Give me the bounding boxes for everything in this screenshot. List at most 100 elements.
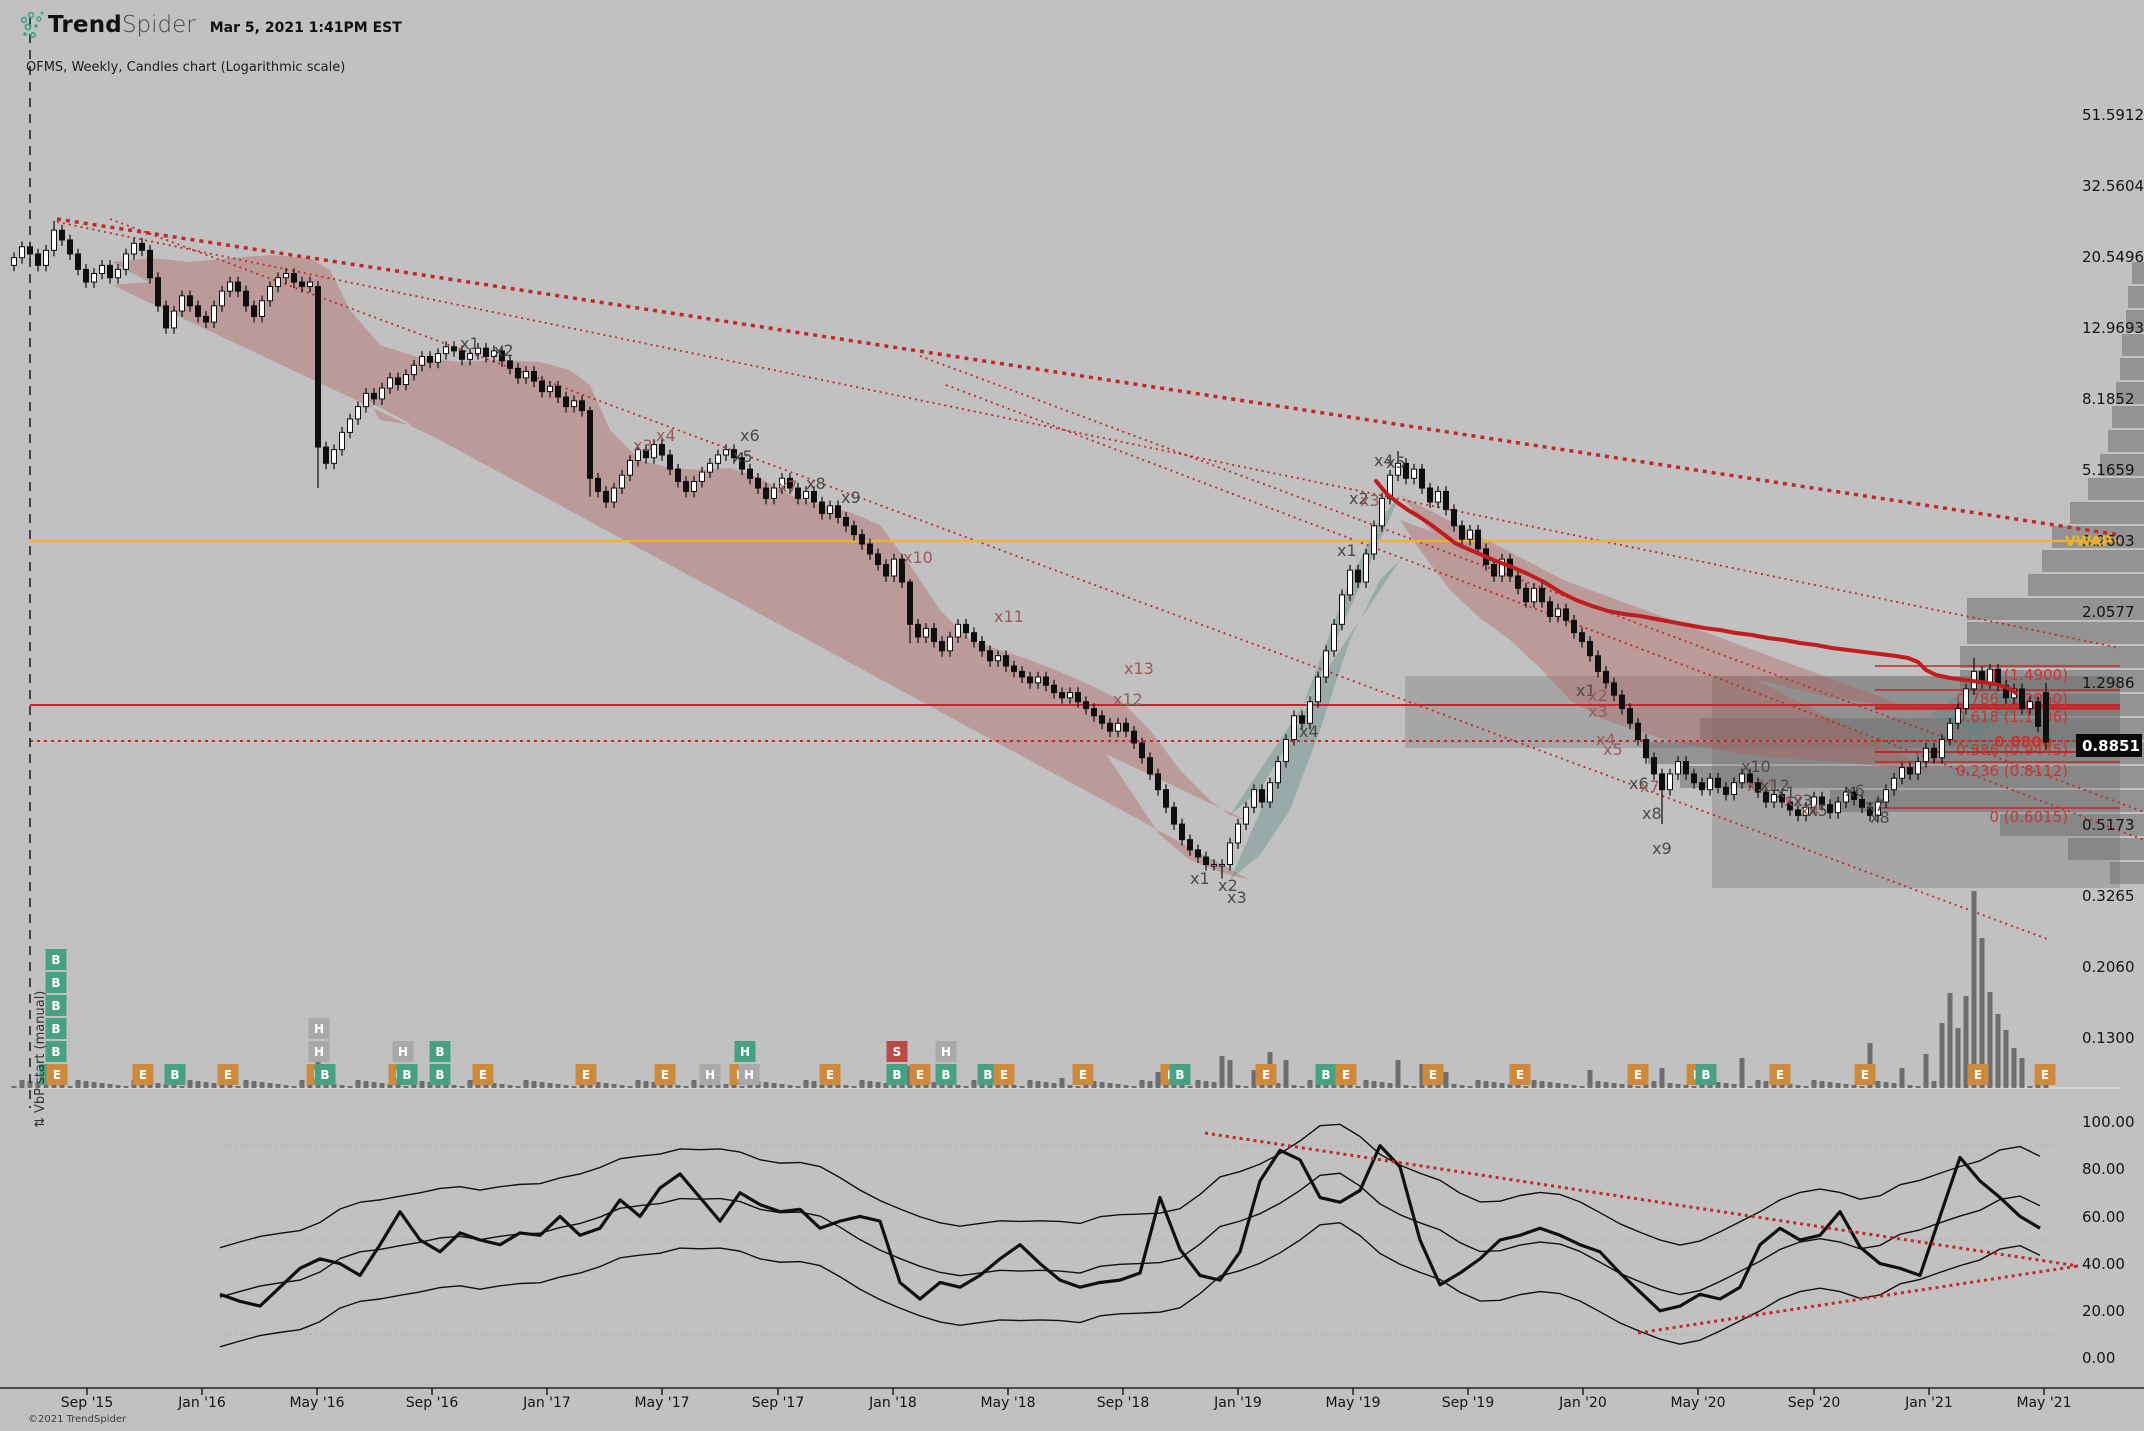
- time-axis[interactable]: Sep '15 Jan '16 May '16 Sep '16 Jan '17 May '…: [0, 1387, 2144, 1411]
- volume-bar: [795, 1086, 801, 1088]
- candle-body: [515, 367, 521, 379]
- candle-body: [635, 449, 641, 461]
- candle-body: [779, 477, 785, 489]
- marker-letter: E: [1861, 1068, 1869, 1082]
- vbp-anchor[interactable]: ⇅ VbP start (manual): [29, 18, 48, 1128]
- vbp-bar: [2108, 430, 2144, 452]
- candle-body: [1827, 804, 1833, 814]
- volume-bar: [323, 1083, 329, 1088]
- volume-bar: [1011, 1085, 1017, 1088]
- candle-body: [179, 295, 185, 312]
- volume-bar: [723, 1084, 729, 1088]
- candle-body: [1355, 569, 1361, 583]
- volume-bar: [827, 1083, 833, 1088]
- candle-body: [1371, 525, 1377, 555]
- marker-b-badge: [45, 995, 67, 1016]
- candle-body: [715, 454, 721, 464]
- time-axis-label: May '21: [2016, 1395, 2071, 1411]
- volume-bar: [1571, 1085, 1577, 1088]
- marker-b-badge: [886, 1064, 908, 1085]
- marker-b-badge: [429, 1064, 451, 1085]
- candle-body: [1755, 782, 1761, 793]
- candle-body: [1435, 490, 1441, 503]
- volume-bar: [1563, 1084, 1569, 1088]
- marker-h-badge: [308, 1018, 330, 1039]
- marker-letter: H: [314, 1022, 324, 1036]
- candle-body: [675, 468, 681, 482]
- signal-markers[interactable]: BEBBBBBEBEEBHHEBHBBEEEHEHHEBSEBHBEEEBEBE…: [39, 949, 2056, 1085]
- x-annotation: x1: [1190, 869, 1210, 888]
- candle-body: [1499, 558, 1505, 577]
- candle-body: [915, 623, 921, 638]
- volume-bar: [1051, 1083, 1057, 1088]
- x-annotation: x6: [1845, 781, 1865, 800]
- candle-body: [1267, 782, 1273, 803]
- candle-body: [1659, 773, 1665, 791]
- marker-e-badge: [472, 1064, 494, 1085]
- volume-bar: [1283, 1060, 1289, 1088]
- volume-bar: [363, 1081, 369, 1088]
- indicator-upper-band: [219, 1123, 2041, 1249]
- marker-letter: E: [1776, 1068, 1784, 1082]
- candle-body: [107, 264, 113, 279]
- volume-bar: [1195, 1080, 1201, 1088]
- candle-body: [1179, 823, 1185, 841]
- alert-price-label: 0.8800: [1994, 733, 2052, 751]
- horizontal-lines[interactable]: [30, 539, 2120, 742]
- candle-body: [563, 396, 569, 408]
- indicator-mid-band: [219, 1172, 2041, 1298]
- candle-body: [1963, 688, 1969, 710]
- volume-bar: [963, 1086, 969, 1088]
- volume-bar: [27, 1081, 33, 1088]
- marker-letter: E: [139, 1068, 147, 1082]
- candle-body: [315, 286, 321, 448]
- x-annotation: x9: [841, 488, 861, 507]
- candle-body: [1891, 777, 1897, 791]
- candle-body: [1211, 864, 1217, 867]
- volume-bar: [1219, 1056, 1225, 1088]
- marker-letter: B: [1175, 1068, 1184, 1082]
- vbp-bar: [2052, 526, 2144, 548]
- candle-body: [811, 490, 817, 503]
- vbp-anchor-label: ⇅ VbP start (manual): [33, 991, 48, 1128]
- volume-bar: [1811, 1080, 1817, 1088]
- time-axis-label: May '19: [1325, 1395, 1380, 1411]
- app-logo[interactable]: TrendSpider: [48, 12, 196, 38]
- candle-body: [275, 277, 281, 288]
- volume-bar: [1499, 1083, 1505, 1088]
- candle-body: [1067, 692, 1073, 699]
- vbp-bar: [2132, 262, 2144, 284]
- volume-bar: [1899, 1068, 1905, 1088]
- marker-letter: E: [1079, 1068, 1087, 1082]
- volume-bar: [219, 1084, 225, 1088]
- volume-bar: [1379, 1082, 1385, 1088]
- volume-bar: [1019, 1086, 1025, 1088]
- volume-bar: [1355, 1086, 1361, 1088]
- candle-body: [2027, 701, 2033, 710]
- volume-bar: [1931, 1081, 1937, 1088]
- volume-bar: [1075, 1086, 1081, 1088]
- price-axis-label: 5.1659: [2082, 461, 2135, 479]
- volume-bar: [1067, 1085, 1073, 1088]
- marker-letter: B: [435, 1068, 444, 1082]
- indicator-panel[interactable]: 100.00 80.00 60.00 40.00 20.00 0.00: [219, 1113, 2135, 1367]
- candle-body: [587, 410, 593, 479]
- trendlines[interactable]: [56, 217, 2144, 941]
- marker-e-badge: [1255, 1064, 1277, 1085]
- candle-body: [1163, 789, 1169, 808]
- candle-body: [155, 277, 161, 307]
- candle-body: [699, 471, 705, 482]
- candle-body: [1219, 864, 1225, 867]
- volume-bar: [243, 1080, 249, 1088]
- pink-cloud: [1400, 495, 1930, 770]
- candle-body: [1059, 692, 1065, 699]
- x-annotation: x5: [1603, 740, 1623, 759]
- volume-bar: [507, 1085, 513, 1088]
- candle-body: [1011, 665, 1017, 672]
- candle-body: [1875, 801, 1881, 816]
- price-axis-label: 2.0577: [2082, 603, 2135, 621]
- price-axis[interactable]: 51.5912 32.5604 20.5496 12.9693 8.1852 5.1659…: [2065, 106, 2144, 1047]
- candle-body: [411, 364, 417, 376]
